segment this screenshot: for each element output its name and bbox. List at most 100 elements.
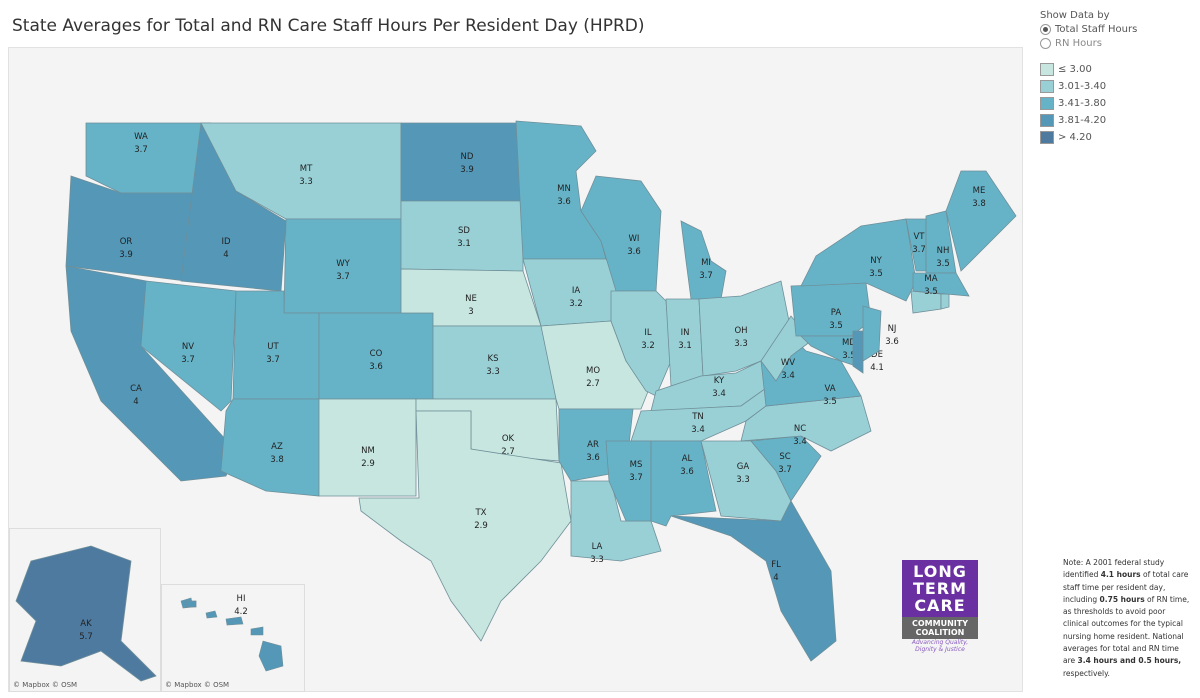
state-mi[interactable] <box>680 220 727 300</box>
state-nm[interactable] <box>318 398 417 497</box>
radio-unselected-icon[interactable] <box>1040 38 1051 49</box>
legend-item[interactable]: 3.01-3.40 <box>1040 80 1137 93</box>
state-abbr-label: NM <box>361 446 375 456</box>
state-ri[interactable] <box>940 293 950 310</box>
state-value-label: 3.3 <box>590 555 604 565</box>
state-abbr-label: CO <box>370 349 383 359</box>
state-value-label: 3.4 <box>793 437 807 447</box>
state-abbr-label: NY <box>870 256 882 266</box>
legend-item[interactable]: 3.81-4.20 <box>1040 114 1137 127</box>
state-abbr-label: NC <box>794 424 806 434</box>
legend-swatch <box>1040 97 1054 110</box>
state-nd[interactable] <box>400 122 524 202</box>
state-value-label: 3.3 <box>736 475 750 485</box>
alaska-inset[interactable]: © Mapbox © OSM <box>9 528 161 692</box>
state-abbr-label: VT <box>913 232 925 242</box>
state-abbr-label: MO <box>586 366 600 376</box>
state-wi[interactable] <box>580 175 662 292</box>
state-abbr-label: NV <box>182 342 194 352</box>
state-tx[interactable] <box>358 410 572 642</box>
state-abbr-label: IN <box>681 328 690 338</box>
state-abbr-label: DE <box>871 350 883 360</box>
hawaii-inset[interactable]: © Mapbox © OSM <box>161 584 305 692</box>
state-abbr-label: IL <box>644 328 652 338</box>
state-nj[interactable] <box>862 305 882 362</box>
state-value-label: 3.6 <box>885 337 899 347</box>
state-nv[interactable] <box>140 280 237 412</box>
state-sd[interactable] <box>400 200 524 272</box>
state-fl[interactable] <box>670 500 837 662</box>
state-de[interactable] <box>852 330 864 374</box>
state-ma[interactable] <box>912 272 970 297</box>
radio-label: Total Staff Hours <box>1055 24 1138 35</box>
legend-item[interactable]: > 4.20 <box>1040 131 1137 144</box>
state-value-label: 3.8 <box>270 455 284 465</box>
us-map[interactable]: WA 3.7 OR 3.9 CA 4 ID 4 MT 3.3 WY 3.7 NV 3.7 UT 3.7 CO 3.… <box>9 48 1022 691</box>
note-text: Note: A 2001 federal study identified 4.… <box>1063 558 1190 678</box>
show-data-heading: Show Data by <box>1040 10 1110 21</box>
state-abbr-label: WY <box>336 259 350 269</box>
state-abbr-label: AR <box>587 440 599 450</box>
state-value-label: 3.3 <box>486 367 500 377</box>
state-value-label: 2.7 <box>586 379 600 389</box>
state-value-label: 3.6 <box>369 362 383 372</box>
legend-swatch <box>1040 63 1054 76</box>
state-abbr-label: ID <box>221 237 231 247</box>
state-value-label: 2.9 <box>474 521 488 531</box>
radio-total-staff-hours[interactable]: Total Staff Hours <box>1040 24 1137 35</box>
state-value-label: 3.4 <box>712 389 726 399</box>
state-value-label: 3.4 <box>691 425 705 435</box>
state-value-label: 3.5 <box>924 287 938 297</box>
state-abbr-label: ME <box>973 186 986 196</box>
state-me[interactable] <box>945 170 1017 272</box>
state-value-label: 3.9 <box>119 250 133 260</box>
state-value-label: 3.7 <box>266 355 280 365</box>
state-value-label: 3.7 <box>912 245 926 255</box>
state-value-label: 2.9 <box>361 459 375 469</box>
legend-swatch <box>1040 80 1054 93</box>
state-value-label: 3.7 <box>629 473 643 483</box>
state-value-label: 3.7 <box>699 271 713 281</box>
state-value-label: 3.7 <box>134 145 148 155</box>
state-value-label: 4 <box>133 397 138 407</box>
attribution: © Mapbox © OSM <box>165 681 230 689</box>
state-abbr-label: AZ <box>271 442 283 452</box>
legend-label: 3.81-4.20 <box>1058 115 1107 126</box>
radio-selected-icon[interactable] <box>1040 24 1051 35</box>
side-panel: Show Data by Total Staff Hours RN Hours … <box>1040 10 1137 144</box>
legend-item[interactable]: ≤ 3.00 <box>1040 63 1137 76</box>
state-az[interactable] <box>220 398 320 497</box>
state-abbr-label: SC <box>779 452 790 462</box>
state-abbr-label: UT <box>267 342 279 352</box>
legend-label: 3.41-3.80 <box>1058 98 1107 109</box>
state-ms[interactable] <box>605 440 652 522</box>
legend-item[interactable]: 3.41-3.80 <box>1040 97 1137 110</box>
state-abbr-label: WI <box>629 234 640 244</box>
state-abbr-label: WV <box>781 358 795 368</box>
state-abbr-label: NH <box>937 246 950 256</box>
state-md[interactable] <box>800 335 857 367</box>
state-value-label: 3.3 <box>299 177 313 187</box>
state-abbr-label: OK <box>502 434 515 444</box>
radio-rn-hours[interactable]: RN Hours <box>1040 38 1137 49</box>
state-value-label: 3.9 <box>460 165 474 175</box>
state-value-label: 4.1 <box>870 363 884 373</box>
state-abbr-label: OH <box>734 326 747 336</box>
state-abbr-label: PA <box>831 308 842 318</box>
state-abbr-label: SD <box>458 226 470 236</box>
state-abbr-label: NJ <box>888 324 897 334</box>
legend: ≤ 3.00 3.01-3.40 3.41-3.80 3.81-4.20 > 4.20 <box>1040 63 1137 144</box>
map-area[interactable]: WA 3.7 OR 3.9 CA 4 ID 4 MT 3.3 WY 3.7 NV 3.7 UT 3.7 CO 3.… <box>8 47 1023 692</box>
state-value-label: 3.3 <box>734 339 748 349</box>
legend-label: ≤ 3.00 <box>1058 64 1092 75</box>
state-abbr-label: NE <box>465 294 477 304</box>
state-abbr-label: GA <box>737 462 750 472</box>
state-abbr-label: FL <box>771 560 781 570</box>
state-value-label: 4 <box>773 573 778 583</box>
state-ny[interactable] <box>800 218 917 302</box>
state-abbr-label: MT <box>300 164 313 174</box>
state-abbr-label: MS <box>630 460 643 470</box>
ltccc-logo: LONG TERM CARE COMMUNITY COALITION Advancin… <box>902 560 978 653</box>
state-value-label: 3.2 <box>569 299 583 309</box>
state-abbr-label: KS <box>488 354 499 364</box>
